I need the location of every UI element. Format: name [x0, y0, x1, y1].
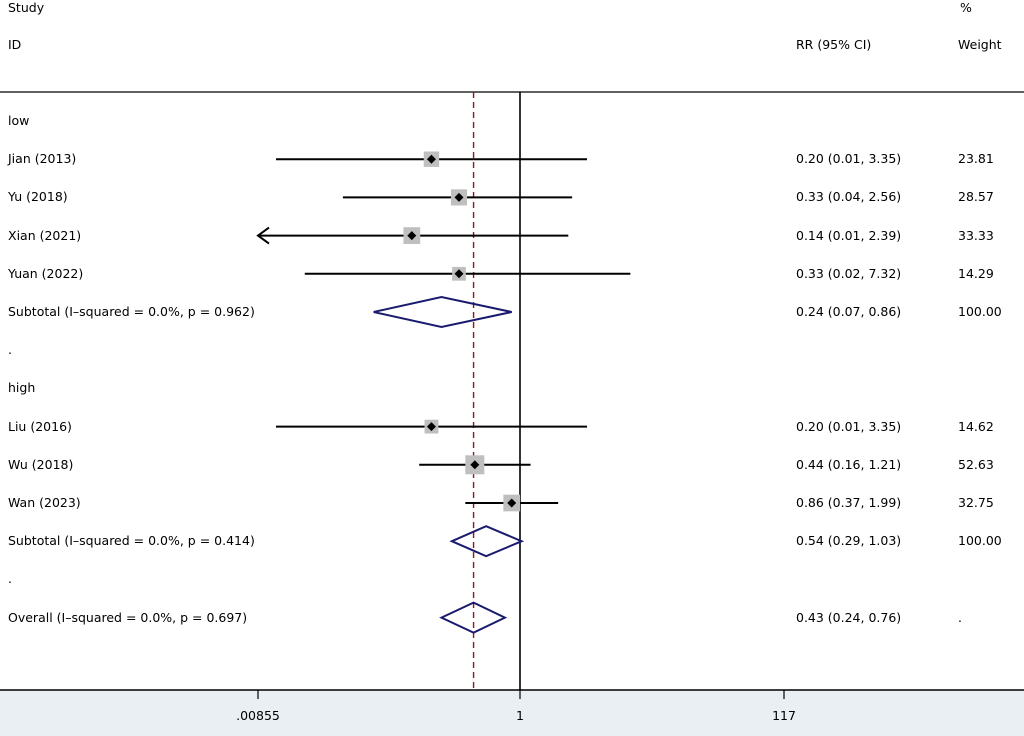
weight-value: 32.75 — [958, 495, 994, 510]
point-estimate — [470, 460, 480, 470]
group-label: low — [8, 113, 30, 128]
study-label: Liu (2016) — [8, 418, 72, 434]
point-estimate — [426, 154, 436, 164]
weight-value: 14.29 — [958, 265, 994, 281]
axis-band — [0, 690, 1024, 736]
point-estimate — [454, 192, 464, 202]
rr-ci-value: 0.20 (0.01, 3.35) — [796, 418, 902, 434]
percent-header: % — [960, 0, 972, 15]
study-label: Yu (2018) — [8, 189, 68, 205]
point-estimate — [507, 498, 517, 508]
weight-value: 33.33 — [958, 227, 994, 243]
rr-ci-value: 0.24 (0.07, 0.86) — [796, 304, 902, 319]
study-label: Yuan (2022) — [8, 265, 84, 281]
pooled-diamond — [449, 525, 525, 558]
study-label: Jian (2013) — [8, 151, 77, 167]
study-label: Wan (2023) — [8, 495, 81, 510]
effect-header: RR (95% CI) — [796, 37, 872, 52]
weight-value: 28.57 — [958, 189, 994, 205]
weight-value: 100.00 — [958, 304, 1002, 319]
study-label: Wu (2018) — [8, 456, 74, 472]
rr-ci-value: 0.20 (0.01, 3.35) — [796, 151, 902, 167]
group-label: high — [8, 380, 36, 396]
spacer-label: . — [8, 571, 12, 587]
rr-ci-value: 0.54 (0.29, 1.03) — [796, 533, 902, 549]
weight-value: 100.00 — [958, 533, 1002, 549]
x-tick-label: .00855 — [236, 708, 280, 723]
study-label: Xian (2021) — [8, 227, 82, 243]
id-header: ID — [8, 37, 22, 52]
weight-value: 14.62 — [958, 418, 994, 434]
rr-ci-value: 0.33 (0.04, 2.56) — [796, 189, 902, 205]
subtotal-label: Subtotal (I–squared = 0.0%, p = 0.414) — [8, 533, 255, 549]
point-estimate — [407, 231, 417, 241]
point-estimate — [426, 422, 436, 432]
subtotal-label: Subtotal (I–squared = 0.0%, p = 0.962) — [8, 304, 255, 319]
rr-ci-value: 0.14 (0.01, 2.39) — [796, 227, 902, 243]
rr-ci-value: 0.43 (0.24, 0.76) — [796, 609, 902, 625]
rr-ci-value: 0.86 (0.37, 1.99) — [796, 495, 902, 510]
pooled-diamond — [439, 601, 508, 634]
overall-label: Overall (I–squared = 0.0%, p = 0.697) — [8, 609, 248, 625]
point-estimate — [454, 269, 464, 279]
weight-header: Weight — [958, 37, 1002, 52]
study-header: Study — [8, 0, 45, 15]
x-tick-label: 117 — [772, 708, 796, 723]
weight-value: 23.81 — [958, 151, 994, 167]
x-tick-label: 1 — [516, 708, 524, 723]
rr-ci-value: 0.33 (0.02, 7.32) — [796, 265, 902, 281]
spacer-label: . — [8, 342, 12, 358]
weight-value: 52.63 — [958, 456, 994, 472]
pooled-diamond — [373, 295, 512, 329]
weight-value: . — [958, 609, 962, 625]
rr-ci-value: 0.44 (0.16, 1.21) — [796, 456, 902, 472]
